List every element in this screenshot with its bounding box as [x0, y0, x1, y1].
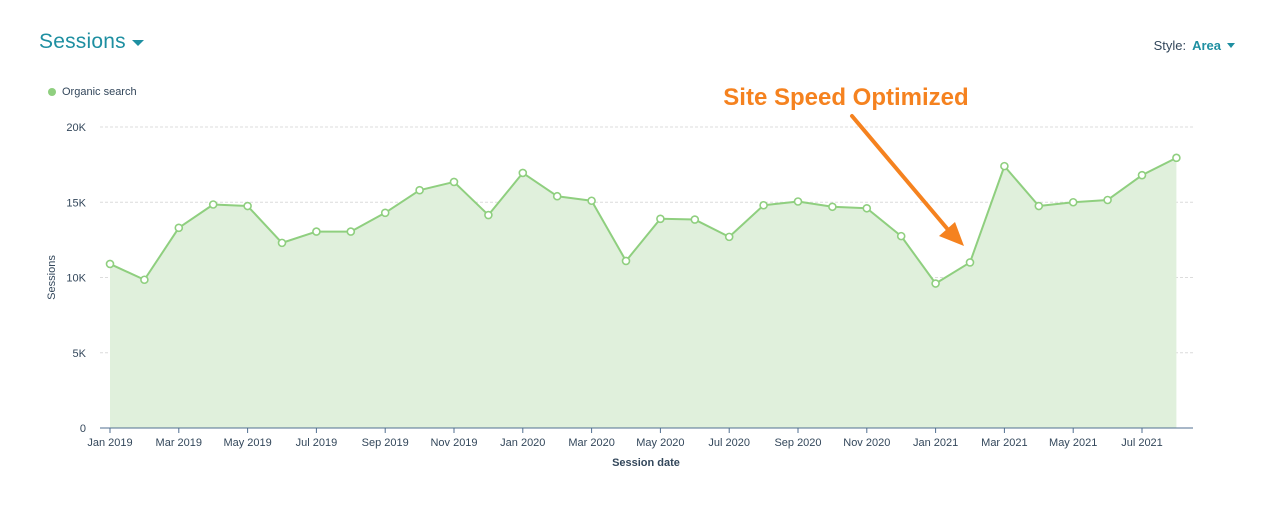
y-tick-label: 10K	[66, 273, 86, 285]
x-tick-label: Jan 2019	[87, 437, 132, 449]
y-tick-label: 15K	[66, 197, 86, 209]
data-point	[1137, 170, 1147, 180]
x-tick-label: Jul 2020	[708, 437, 750, 449]
x-tick-label: Mar 2019	[156, 437, 202, 449]
caret-down-icon	[131, 40, 144, 46]
y-tick-label: 5K	[73, 348, 87, 360]
style-label: Style:	[1153, 38, 1187, 53]
data-point	[449, 177, 459, 187]
style-control: Style: Area	[1154, 38, 1235, 53]
data-point	[862, 203, 872, 213]
x-tick-label: Jan 2021	[913, 437, 958, 449]
data-point	[896, 231, 906, 241]
data-point	[552, 191, 562, 201]
y-tick-label: 20K	[66, 122, 86, 134]
caret-down-icon	[1227, 43, 1235, 48]
legend-marker	[48, 88, 56, 96]
x-tick-label: Mar 2021	[981, 437, 1027, 449]
sessions-metric-dropdown[interactable]: Sessions	[39, 30, 144, 54]
data-point	[105, 259, 115, 269]
x-tick-label: Mar 2020	[568, 437, 614, 449]
style-value: Area	[1192, 38, 1221, 53]
data-point	[174, 223, 184, 233]
annotation-text: Site Speed Optimized	[723, 84, 968, 111]
data-point	[380, 208, 390, 218]
y-axis-title: Sessions	[46, 255, 58, 300]
data-point	[208, 200, 218, 209]
x-tick-label: Sep 2020	[774, 437, 821, 449]
data-point	[1172, 153, 1181, 163]
data-point	[484, 210, 493, 220]
annotation-arrow-shaft	[850, 114, 952, 234]
data-point	[724, 232, 734, 242]
data-point	[656, 214, 665, 224]
x-tick-label: Jan 2020	[500, 437, 545, 449]
x-tick-label: May 2020	[636, 437, 684, 449]
data-point	[587, 196, 596, 206]
y-tick-label: 0	[80, 423, 86, 435]
data-point	[931, 279, 940, 288]
data-point	[140, 275, 149, 285]
data-point	[828, 202, 837, 212]
x-tick-label: Nov 2020	[843, 437, 890, 449]
x-tick-label: May 2021	[1049, 437, 1097, 449]
data-point	[243, 201, 252, 211]
data-point	[518, 168, 528, 178]
legend-entry: Organic search	[62, 86, 137, 98]
x-tick-label: Sep 2019	[362, 437, 409, 449]
x-tick-label: Jul 2019	[296, 437, 338, 449]
data-point	[346, 227, 356, 236]
data-point	[415, 185, 424, 195]
chart-title: Sessions	[39, 30, 126, 53]
series-area	[110, 157, 1177, 429]
x-tick-label: May 2019	[223, 437, 271, 449]
data-point	[690, 215, 700, 224]
x-axis-title: Session date	[612, 457, 680, 469]
series-line	[109, 156, 1177, 285]
data-point	[1103, 195, 1112, 205]
data-point	[1034, 201, 1044, 211]
data-point	[759, 200, 768, 210]
x-tick-label: Nov 2019	[430, 437, 477, 449]
data-point	[277, 238, 287, 248]
data-point	[793, 197, 803, 206]
data-point	[1068, 197, 1078, 207]
x-tick-label: Jul 2021	[1121, 437, 1163, 449]
annotation-arrow-head	[939, 222, 964, 246]
data-point	[965, 258, 975, 267]
style-dropdown[interactable]: Area	[1192, 38, 1235, 53]
data-point	[1000, 161, 1009, 171]
data-point	[621, 256, 631, 266]
data-point	[312, 227, 321, 236]
